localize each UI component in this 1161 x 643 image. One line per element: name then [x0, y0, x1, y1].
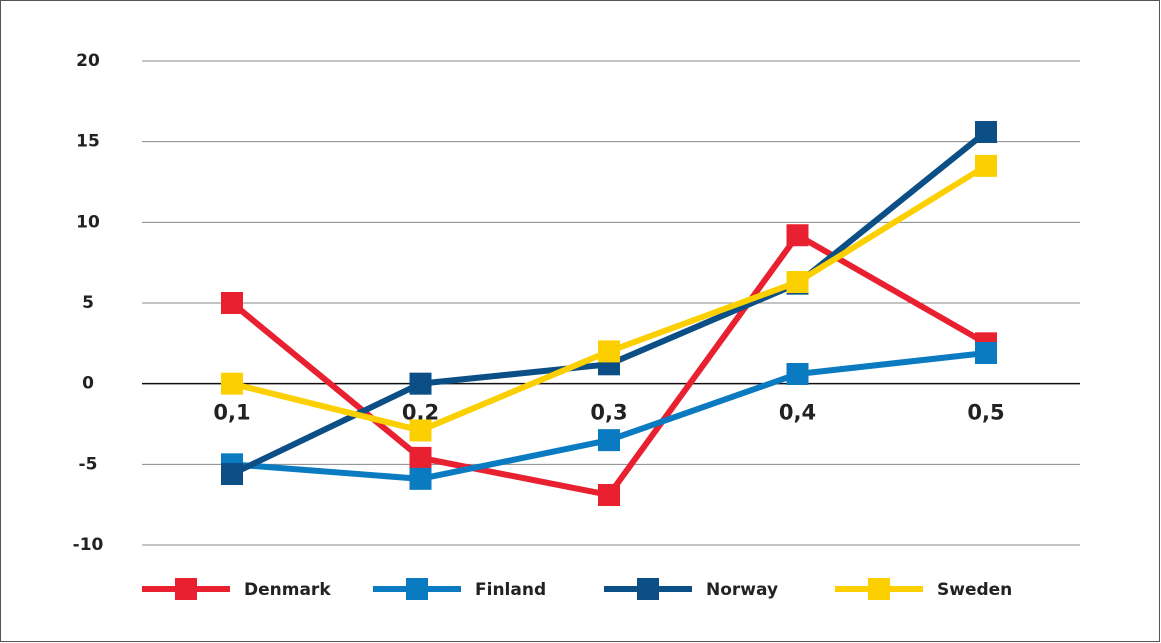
point-marker	[786, 224, 809, 247]
point-marker	[221, 372, 243, 395]
x-tick-label: 0,5	[967, 401, 1004, 425]
y-tick-label: -10	[73, 535, 104, 555]
y-tick-label: 0	[82, 374, 94, 394]
legend-label: Denmark	[244, 580, 331, 600]
y-tick-label: 5	[82, 293, 94, 313]
x-tick-label: 0,4	[779, 401, 816, 425]
x-tick-label: 0,3	[590, 401, 627, 425]
point-marker	[409, 467, 432, 490]
point-marker	[409, 446, 432, 469]
point-marker	[409, 419, 432, 442]
point-marker	[786, 271, 809, 294]
legend-marker	[637, 578, 659, 600]
y-tick-label: -5	[79, 454, 98, 474]
legend-label: Finland	[475, 580, 546, 600]
legend-marker	[406, 578, 428, 600]
legend-marker	[868, 578, 890, 600]
point-marker	[975, 154, 997, 177]
y-tick-label: 15	[76, 132, 100, 152]
point-marker	[598, 340, 620, 363]
x-tick-label: 0,1	[213, 401, 250, 425]
legend-label: Sweden	[937, 580, 1012, 600]
y-tick-label: 20	[76, 51, 100, 71]
legend-marker	[175, 578, 197, 600]
point-marker	[975, 120, 997, 143]
point-marker	[598, 429, 620, 452]
point-marker	[221, 463, 243, 486]
legend-label: Norway	[706, 580, 778, 600]
point-marker	[598, 483, 620, 506]
point-marker	[221, 292, 243, 314]
point-marker	[975, 342, 997, 365]
point-marker	[786, 362, 809, 385]
point-marker	[409, 372, 432, 395]
y-tick-label: 10	[76, 212, 100, 232]
